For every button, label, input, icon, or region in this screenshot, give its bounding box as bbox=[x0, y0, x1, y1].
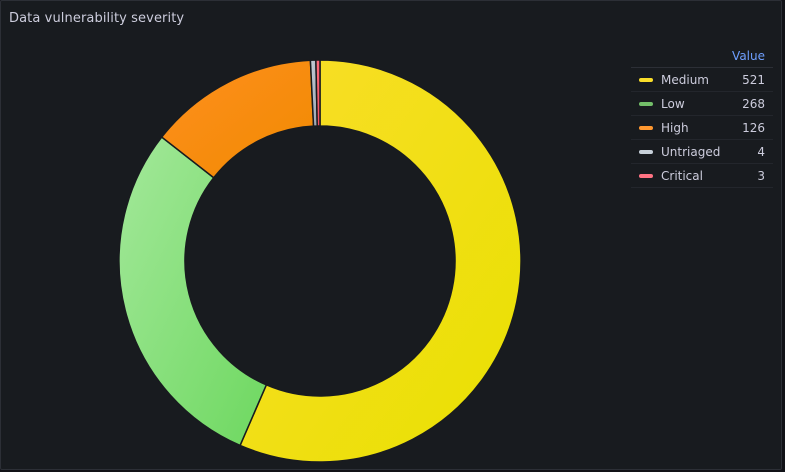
legend-label: High bbox=[661, 120, 689, 135]
legend-value: 521 bbox=[742, 72, 765, 87]
slice-low[interactable] bbox=[118, 136, 268, 447]
legend-label: Critical bbox=[661, 168, 703, 183]
legend-item-low[interactable]: Low 268 bbox=[631, 92, 773, 116]
legend-label: Low bbox=[661, 96, 685, 111]
legend-swatch bbox=[639, 149, 653, 154]
legend-item-high[interactable]: High 126 bbox=[631, 116, 773, 140]
legend-value-header[interactable]: Value bbox=[732, 49, 765, 63]
legend-value: 4 bbox=[757, 144, 765, 159]
legend-swatch bbox=[639, 173, 653, 178]
legend-item-critical[interactable]: Critical 3 bbox=[631, 164, 773, 188]
legend-swatch bbox=[639, 125, 653, 130]
legend-swatch bbox=[639, 77, 653, 82]
legend-value: 126 bbox=[742, 120, 765, 135]
legend-label: Medium bbox=[661, 72, 709, 87]
slice-medium[interactable] bbox=[239, 59, 522, 463]
legend-item-medium[interactable]: Medium 521 bbox=[631, 68, 773, 92]
legend-item-untriaged[interactable]: Untriaged 4 bbox=[631, 140, 773, 164]
legend-value: 268 bbox=[742, 96, 765, 111]
legend-label: Untriaged bbox=[661, 144, 721, 159]
legend-header: Value bbox=[631, 45, 773, 68]
slice-critical[interactable] bbox=[315, 59, 321, 127]
legend-value: 3 bbox=[757, 168, 765, 183]
legend: Value Medium 521 Low 268 High 126 Untriaged 4 Cr… bbox=[631, 45, 773, 188]
panel-title[interactable]: Data vulnerability severity bbox=[9, 11, 185, 26]
legend-swatch bbox=[639, 101, 653, 106]
